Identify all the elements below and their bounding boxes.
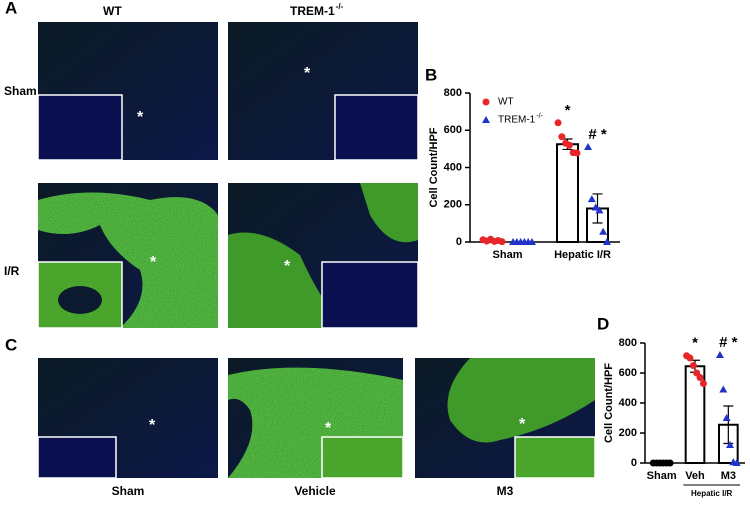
x-tick-label: Veh xyxy=(685,470,705,482)
x-tick-label: M3 xyxy=(721,470,736,482)
y-tick-label: 200 xyxy=(619,427,637,439)
y-tick-label: 400 xyxy=(444,161,462,173)
data-point xyxy=(689,362,697,369)
marker: * xyxy=(137,109,144,126)
data-point xyxy=(715,351,724,358)
caption: M3 xyxy=(497,484,514,498)
annotation: # * xyxy=(588,126,607,143)
group-label: Hepatic I/R xyxy=(691,489,733,498)
legend-label: TREM-1 xyxy=(498,115,536,126)
data-point xyxy=(696,374,704,381)
y-tick-label: 400 xyxy=(619,397,637,409)
panel-label: A xyxy=(5,0,17,17)
inset xyxy=(37,436,117,479)
y-tick-label: 600 xyxy=(444,124,462,136)
inset xyxy=(321,436,404,479)
data-point xyxy=(719,385,728,393)
data-point xyxy=(573,149,581,157)
annotation: * xyxy=(692,335,698,352)
panel-label: D xyxy=(597,314,609,333)
panel-label: B xyxy=(425,65,437,84)
data-point xyxy=(732,459,741,466)
stain xyxy=(228,183,418,328)
vessel xyxy=(58,286,102,314)
inset xyxy=(334,94,419,161)
stain xyxy=(38,192,218,328)
annotation: * xyxy=(565,102,571,119)
row-header: I/R xyxy=(4,264,20,278)
data-point xyxy=(666,459,674,467)
y-tick-label: 800 xyxy=(444,87,462,99)
data-point xyxy=(554,119,562,127)
marker: * xyxy=(519,416,526,433)
column-header: WT xyxy=(103,4,122,18)
row-header: Sham xyxy=(4,84,37,98)
column-header: TREM-1 xyxy=(290,4,335,18)
data-point xyxy=(686,354,694,362)
data-point xyxy=(584,143,593,151)
data-point xyxy=(587,195,596,203)
micrographs xyxy=(37,22,596,479)
y-tick-label: 0 xyxy=(456,236,462,248)
data-point xyxy=(482,98,490,106)
x-tick-label: Sham xyxy=(647,470,677,482)
inset xyxy=(37,94,123,161)
marker: * xyxy=(325,420,332,437)
bar xyxy=(556,143,579,243)
error-bar xyxy=(723,405,734,445)
y-tick-label: 0 xyxy=(631,457,637,469)
y-axis-label: Cell Count/HPF xyxy=(428,127,440,207)
inset xyxy=(514,436,596,479)
data-point xyxy=(527,238,536,245)
data-point xyxy=(558,133,566,141)
data-point xyxy=(595,206,604,214)
y-tick-label: 600 xyxy=(619,367,637,379)
marker: * xyxy=(284,258,291,275)
data-point xyxy=(498,238,506,246)
data-point xyxy=(602,238,611,245)
marker: * xyxy=(304,65,311,82)
data-point xyxy=(726,441,735,448)
data-point xyxy=(482,116,490,123)
caption: Sham xyxy=(112,484,145,498)
inset xyxy=(321,261,419,329)
data-point xyxy=(699,380,707,387)
y-axis-label: Cell Count/HPF xyxy=(603,363,615,443)
data-point xyxy=(599,227,608,235)
annotation: # * xyxy=(719,334,738,351)
marker: * xyxy=(150,254,157,271)
panel-label: C xyxy=(5,335,17,354)
legend-label-sup: -/- xyxy=(536,113,543,120)
data-point xyxy=(591,203,600,211)
column-header-sup: -/- xyxy=(336,2,344,11)
caption: Vehicle xyxy=(294,484,336,498)
data-point xyxy=(565,141,573,149)
y-tick-label: 200 xyxy=(444,199,462,211)
y-tick-label: 800 xyxy=(619,337,637,349)
data-point xyxy=(722,414,731,421)
legend-label: WT xyxy=(498,97,514,108)
stain xyxy=(447,358,595,443)
x-tick-label: Sham xyxy=(493,249,523,261)
x-tick-label: Hepatic I/R xyxy=(554,249,611,261)
marker: * xyxy=(149,417,156,434)
